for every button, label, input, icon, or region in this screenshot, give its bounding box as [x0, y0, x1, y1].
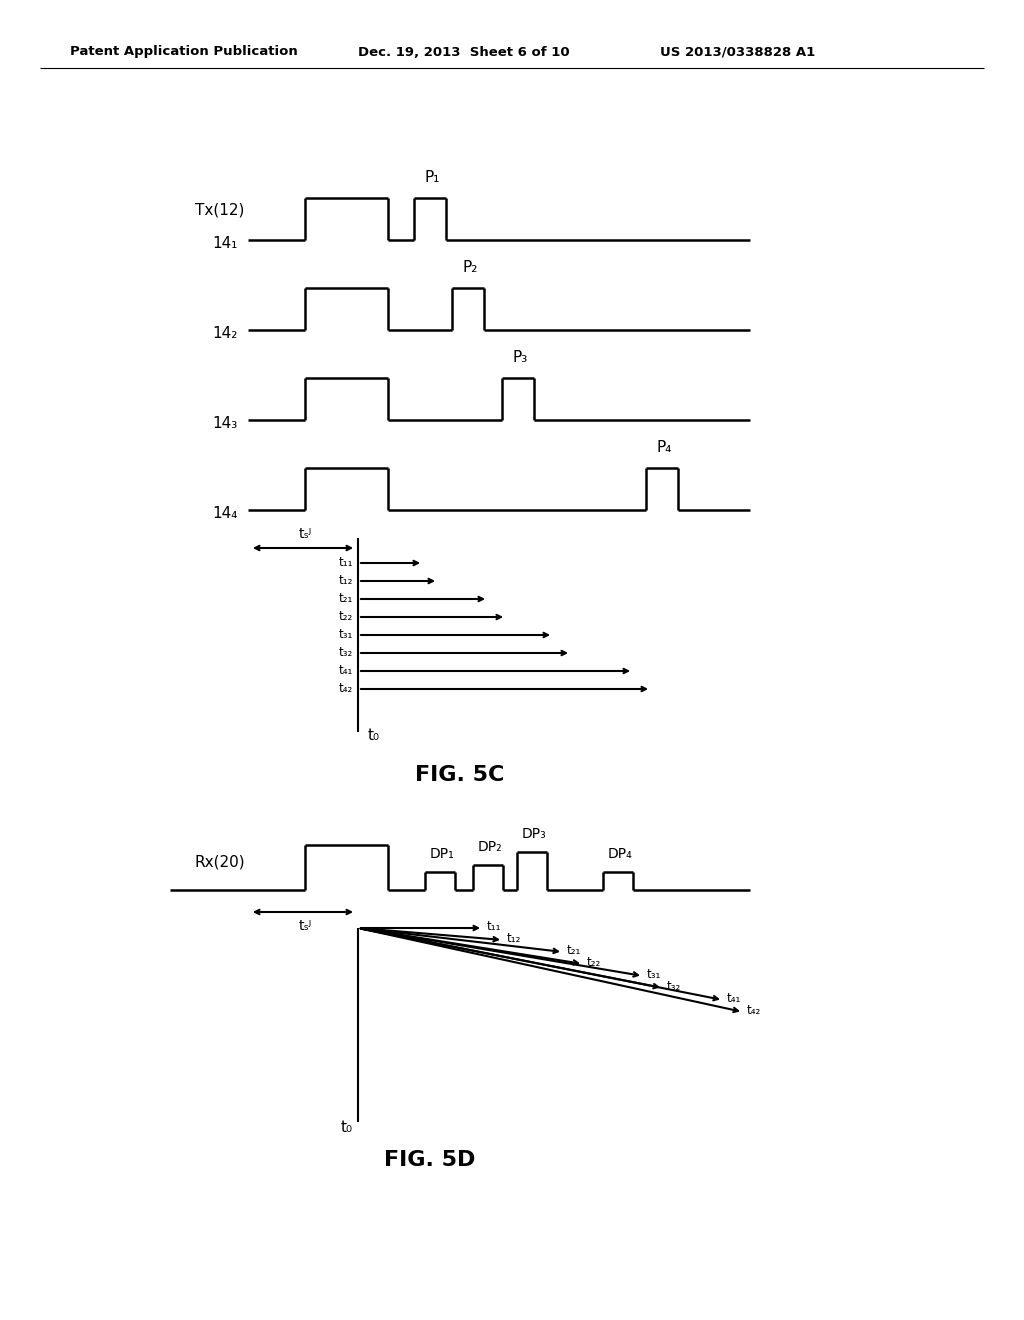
Text: t₃₁: t₃₁: [647, 969, 662, 982]
Text: t₀: t₀: [341, 1121, 353, 1135]
Text: t₁₂: t₁₂: [339, 574, 353, 587]
Text: 14₃: 14₃: [213, 417, 238, 432]
Text: DP₄: DP₄: [607, 847, 633, 861]
Text: t₁₂: t₁₂: [507, 932, 521, 945]
Text: 14₄: 14₄: [213, 507, 238, 521]
Text: DP₂: DP₂: [477, 840, 503, 854]
Text: 14₁: 14₁: [213, 236, 238, 252]
Text: Tx(12): Tx(12): [195, 202, 245, 218]
Text: tₛᴶ: tₛᴶ: [298, 919, 311, 933]
Text: t₂₁: t₂₁: [567, 945, 582, 957]
Text: 14₂: 14₂: [213, 326, 238, 342]
Text: Dec. 19, 2013  Sheet 6 of 10: Dec. 19, 2013 Sheet 6 of 10: [358, 45, 569, 58]
Text: t₄₁: t₄₁: [727, 993, 741, 1006]
Text: P₂: P₂: [462, 260, 477, 276]
Text: t₂₂: t₂₂: [339, 610, 353, 623]
Text: t₄₂: t₄₂: [339, 682, 353, 696]
Text: t₁₁: t₁₁: [339, 557, 353, 569]
Text: t₁₁: t₁₁: [487, 920, 502, 933]
Text: Patent Application Publication: Patent Application Publication: [70, 45, 298, 58]
Text: P₃: P₃: [512, 351, 527, 366]
Text: tₛᴶ: tₛᴶ: [298, 527, 311, 541]
Text: t₂₁: t₂₁: [339, 593, 353, 606]
Text: FIG. 5C: FIG. 5C: [416, 766, 505, 785]
Text: FIG. 5D: FIG. 5D: [384, 1150, 476, 1170]
Text: Rx(20): Rx(20): [195, 854, 246, 870]
Text: t₃₁: t₃₁: [339, 628, 353, 642]
Text: t₂₂: t₂₂: [587, 957, 601, 969]
Text: DP₃: DP₃: [521, 828, 547, 841]
Text: t₀: t₀: [368, 727, 380, 742]
Text: t₃₂: t₃₂: [667, 981, 681, 994]
Text: t₃₂: t₃₂: [339, 647, 353, 660]
Text: P₁: P₁: [424, 170, 439, 186]
Text: US 2013/0338828 A1: US 2013/0338828 A1: [660, 45, 815, 58]
Text: t₄₁: t₄₁: [339, 664, 353, 677]
Text: t₄₂: t₄₂: [746, 1005, 761, 1018]
Text: DP₁: DP₁: [430, 847, 455, 861]
Text: P₄: P₄: [656, 441, 672, 455]
